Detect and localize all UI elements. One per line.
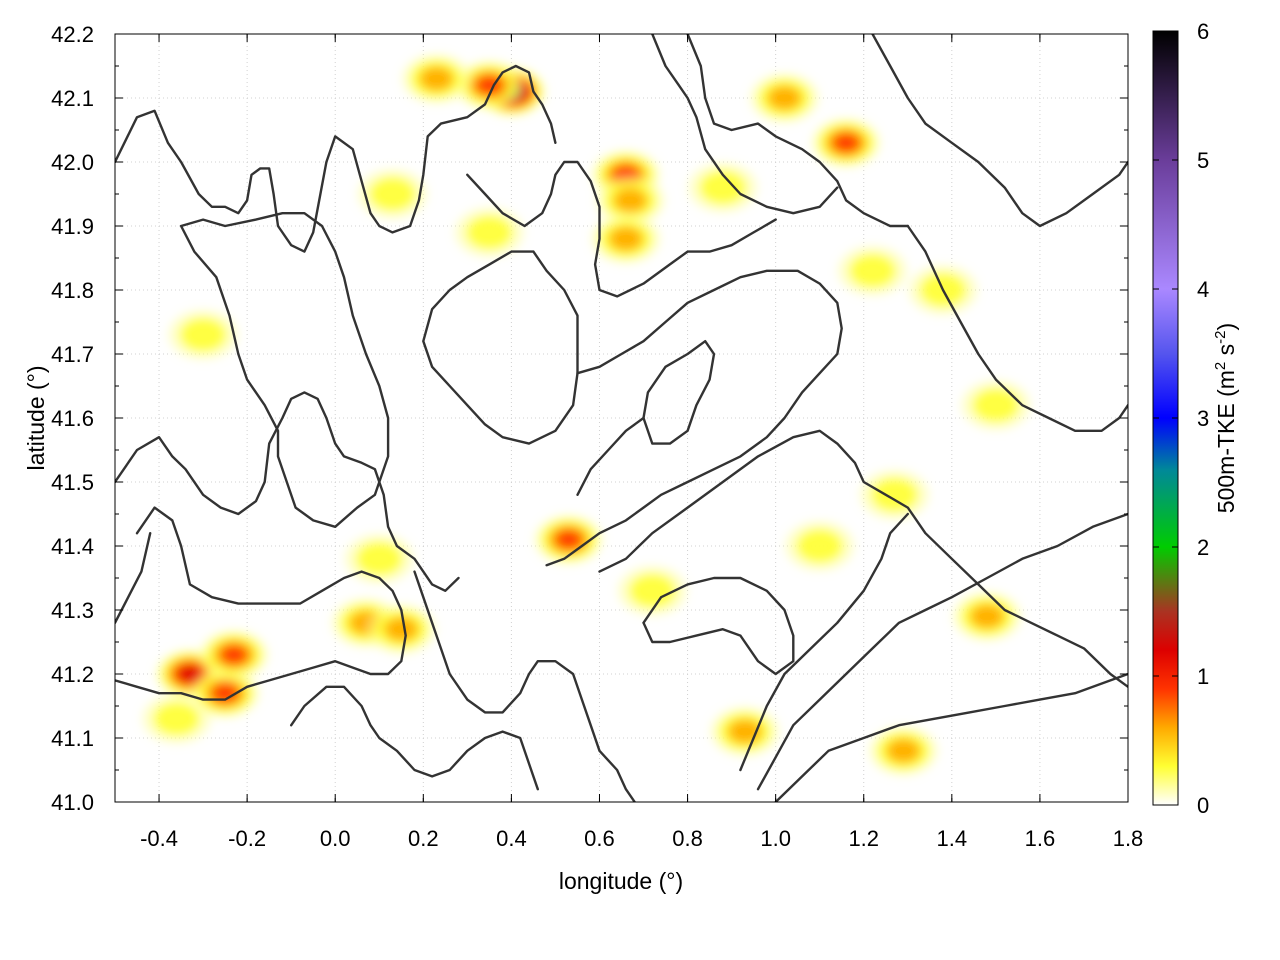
tke-patch <box>384 616 419 642</box>
contour-line <box>422 250 579 445</box>
contour-line <box>686 34 909 228</box>
x-tick-label: -0.2 <box>228 826 266 851</box>
colorbar-title-mid: s <box>1213 344 1239 362</box>
y-tick-label: 42.2 <box>51 22 94 47</box>
colorbar-tick-label: 5 <box>1197 148 1209 173</box>
tke-patch <box>700 171 746 204</box>
x-tick-label: 0.4 <box>496 826 527 851</box>
x-axis: -0.4 -0.2 0.0 0.2 0.4 0.6 0.8 1.0 1.2 1.4 1.6 1.8 <box>140 34 1143 851</box>
contour-line <box>906 224 1128 432</box>
y-tick-label: 41.0 <box>51 790 94 815</box>
colorbar-tick-label: 3 <box>1197 406 1209 431</box>
tke-patch <box>211 683 239 703</box>
tke-patch <box>767 85 802 111</box>
colorbar-title: 500m-TKE (m2 s-2) <box>1212 323 1239 513</box>
x-tick-label: 0.2 <box>408 826 439 851</box>
contour-line <box>545 269 843 567</box>
colorbar-title-sup1: 2 <box>1212 362 1229 370</box>
y-tick-label: 41.8 <box>51 278 94 303</box>
x-tick-label: 1.8 <box>1113 826 1144 851</box>
contour-line <box>756 512 1128 791</box>
tke-patch <box>871 478 918 512</box>
x-tick-label: 1.0 <box>760 826 791 851</box>
y-axis-title: latitude (°) <box>23 365 49 470</box>
tke-patch <box>369 177 416 211</box>
x-tick-label: 1.4 <box>937 826 968 851</box>
colorbar-axis: 0 1 2 3 4 5 6 <box>1153 19 1209 818</box>
tke-patch <box>973 388 1019 422</box>
tke-patch <box>970 604 1005 629</box>
y-tick-label: 41.1 <box>51 726 94 751</box>
y-tick-label: 41.5 <box>51 470 94 495</box>
tke-patch <box>832 133 860 153</box>
contour-line <box>651 34 839 215</box>
y-tick-label: 41.7 <box>51 342 94 367</box>
y-tick-label: 41.3 <box>51 598 94 623</box>
tke-patch <box>555 529 583 550</box>
tke-patch <box>797 529 843 563</box>
tke-patch <box>629 574 675 608</box>
y-tick-label: 42.1 <box>51 86 94 111</box>
colorbar-title-end: ) <box>1213 323 1239 331</box>
contour-line <box>179 212 390 528</box>
y-tick-label: 41.6 <box>51 406 94 431</box>
contour-line <box>576 416 645 496</box>
terrain-contours <box>115 34 1128 802</box>
x-tick-label: 1.2 <box>848 826 879 851</box>
contour-line <box>115 64 557 253</box>
x-tick-label: -0.4 <box>140 826 178 851</box>
contour-line <box>413 570 636 802</box>
colorbar-tick-label: 4 <box>1197 277 1209 302</box>
tke-patch <box>886 738 921 764</box>
contour-line <box>115 506 407 701</box>
tke-patch <box>356 542 402 576</box>
tke-patch <box>180 318 226 352</box>
colorbar-tick-label: 2 <box>1197 535 1209 560</box>
contour-line <box>871 34 1128 228</box>
y-tick-label: 41.4 <box>51 534 94 559</box>
y-tick-label: 41.2 <box>51 662 94 687</box>
colorbar-title-main: 500m-TKE (m <box>1213 370 1239 513</box>
colorbar-title-sup2: -2 <box>1212 330 1229 343</box>
contour-line <box>642 340 716 445</box>
colorbar-tick-label: 1 <box>1197 664 1209 689</box>
tke-patch <box>613 188 648 213</box>
contour-line <box>466 160 777 298</box>
contour-line <box>774 672 1128 802</box>
tke-patch <box>419 66 454 92</box>
tke-patch <box>849 254 896 288</box>
colorbar-tick-label: 6 <box>1197 19 1209 44</box>
tke-patch <box>220 645 248 665</box>
contour-line <box>115 391 460 592</box>
x-tick-label: 0.6 <box>584 826 615 851</box>
tke-patch <box>608 226 643 252</box>
x-tick-label: 0.8 <box>672 826 703 851</box>
tke-patch <box>466 216 513 249</box>
y-tick-label: 41.9 <box>51 214 94 239</box>
tke-patch <box>178 665 202 683</box>
y-axis: 41.0 41.1 41.2 41.3 41.4 41.5 41.6 41.7 41.8 41.9… <box>51 22 1128 815</box>
tke-patch <box>153 702 200 736</box>
x-tick-label: 0.0 <box>320 826 351 851</box>
contour-line <box>642 576 795 676</box>
x-axis-title: longitude (°) <box>559 868 683 894</box>
colorbar-tick-label: 0 <box>1197 793 1209 818</box>
y-tick-label: 42.0 <box>51 150 94 175</box>
contour-line <box>739 512 909 772</box>
contour-line <box>598 429 1128 688</box>
x-tick-label: 1.6 <box>1025 826 1056 851</box>
contour-line <box>290 685 539 791</box>
